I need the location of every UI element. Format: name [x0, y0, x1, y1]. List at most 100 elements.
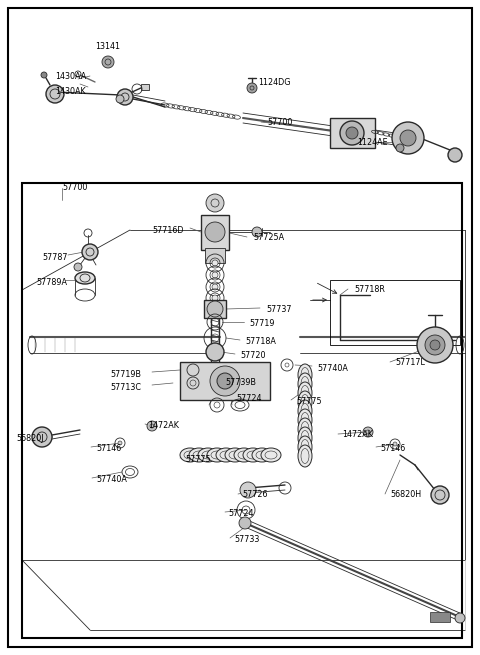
Text: 57789A: 57789A: [36, 278, 67, 287]
Ellipse shape: [298, 391, 312, 413]
Bar: [330, 118, 375, 148]
Circle shape: [363, 427, 373, 437]
Text: 57146: 57146: [96, 444, 121, 453]
Ellipse shape: [298, 373, 312, 395]
Ellipse shape: [252, 448, 272, 462]
Circle shape: [82, 244, 98, 260]
Circle shape: [448, 148, 462, 162]
Ellipse shape: [298, 400, 312, 422]
Text: 57725A: 57725A: [253, 233, 284, 242]
Ellipse shape: [198, 448, 218, 462]
Ellipse shape: [189, 448, 209, 462]
Circle shape: [207, 301, 223, 317]
Text: 57775: 57775: [185, 455, 211, 464]
Circle shape: [340, 121, 364, 145]
Text: 57733: 57733: [234, 535, 259, 544]
Ellipse shape: [298, 445, 312, 467]
Text: 57719B: 57719B: [110, 370, 141, 379]
Circle shape: [206, 194, 224, 212]
Circle shape: [392, 122, 424, 154]
Circle shape: [430, 340, 440, 350]
Bar: [201, 215, 229, 250]
Ellipse shape: [261, 448, 281, 462]
Circle shape: [46, 85, 64, 103]
Circle shape: [239, 517, 251, 529]
Text: 57720: 57720: [240, 351, 265, 360]
Text: 1430AK: 1430AK: [55, 87, 85, 96]
Text: 1430AA: 1430AA: [55, 72, 86, 81]
Ellipse shape: [298, 418, 312, 440]
Ellipse shape: [234, 448, 254, 462]
Circle shape: [247, 83, 257, 93]
Text: 56820H: 56820H: [390, 490, 421, 499]
Circle shape: [206, 343, 224, 361]
Text: 57737: 57737: [266, 305, 291, 314]
Bar: [430, 612, 450, 622]
Bar: [205, 248, 225, 263]
Text: 57717L: 57717L: [395, 358, 425, 367]
Circle shape: [118, 441, 122, 445]
Ellipse shape: [298, 427, 312, 449]
Text: 57740A: 57740A: [317, 364, 348, 373]
Ellipse shape: [207, 448, 227, 462]
Ellipse shape: [180, 448, 200, 462]
Circle shape: [417, 327, 453, 363]
Text: 13141: 13141: [95, 42, 120, 51]
Circle shape: [41, 72, 47, 78]
Bar: [22, 183, 462, 638]
Ellipse shape: [298, 409, 312, 431]
Text: 57716D: 57716D: [152, 226, 183, 235]
Circle shape: [102, 56, 114, 68]
Text: 57700: 57700: [62, 183, 87, 192]
Text: 57787: 57787: [42, 253, 68, 262]
Text: 57724: 57724: [236, 394, 262, 403]
Text: 1124AE: 1124AE: [357, 138, 388, 147]
Circle shape: [117, 89, 133, 105]
Text: 57740A: 57740A: [96, 475, 127, 484]
Circle shape: [396, 144, 404, 152]
Bar: [141, 84, 149, 90]
Text: 57719: 57719: [249, 319, 275, 328]
Circle shape: [455, 613, 465, 623]
Text: 57775: 57775: [296, 397, 322, 406]
Circle shape: [212, 260, 218, 266]
Text: 1124DG: 1124DG: [258, 78, 290, 87]
Ellipse shape: [243, 448, 263, 462]
Text: 57713C: 57713C: [110, 383, 141, 392]
Circle shape: [217, 373, 233, 389]
Text: 57724: 57724: [228, 509, 253, 518]
Text: 57739B: 57739B: [225, 378, 256, 387]
Circle shape: [147, 421, 157, 431]
Circle shape: [210, 366, 240, 396]
Text: 57726: 57726: [242, 490, 267, 499]
Circle shape: [346, 127, 358, 139]
Ellipse shape: [298, 436, 312, 458]
Circle shape: [32, 427, 52, 447]
Text: 56820J: 56820J: [16, 434, 44, 443]
Circle shape: [74, 263, 82, 271]
Ellipse shape: [216, 448, 236, 462]
Text: 57718A: 57718A: [245, 337, 276, 346]
Circle shape: [400, 130, 416, 146]
Text: 57718R: 57718R: [354, 285, 385, 294]
Circle shape: [116, 95, 124, 103]
Bar: [204, 300, 226, 318]
Bar: [330, 280, 460, 345]
Circle shape: [431, 486, 449, 504]
Polygon shape: [180, 362, 270, 400]
Text: 57700: 57700: [267, 118, 292, 127]
Circle shape: [212, 272, 218, 278]
Ellipse shape: [298, 382, 312, 404]
Text: 1472AK: 1472AK: [342, 430, 373, 439]
Text: 1472AK: 1472AK: [148, 421, 179, 430]
Circle shape: [252, 227, 262, 237]
Circle shape: [240, 482, 256, 498]
Text: 57146: 57146: [380, 444, 405, 453]
Ellipse shape: [298, 364, 312, 386]
Ellipse shape: [225, 448, 245, 462]
Circle shape: [393, 442, 397, 446]
Circle shape: [425, 335, 445, 355]
Circle shape: [212, 295, 218, 301]
Ellipse shape: [75, 272, 95, 284]
Circle shape: [205, 222, 225, 242]
